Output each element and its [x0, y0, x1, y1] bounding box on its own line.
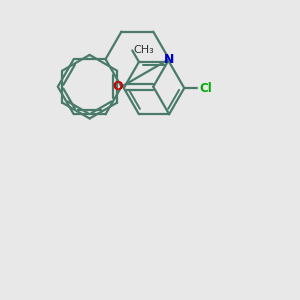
Text: Cl: Cl: [199, 82, 212, 94]
Text: O: O: [112, 80, 123, 93]
Text: CH₃: CH₃: [134, 45, 154, 56]
Text: N: N: [164, 53, 174, 66]
